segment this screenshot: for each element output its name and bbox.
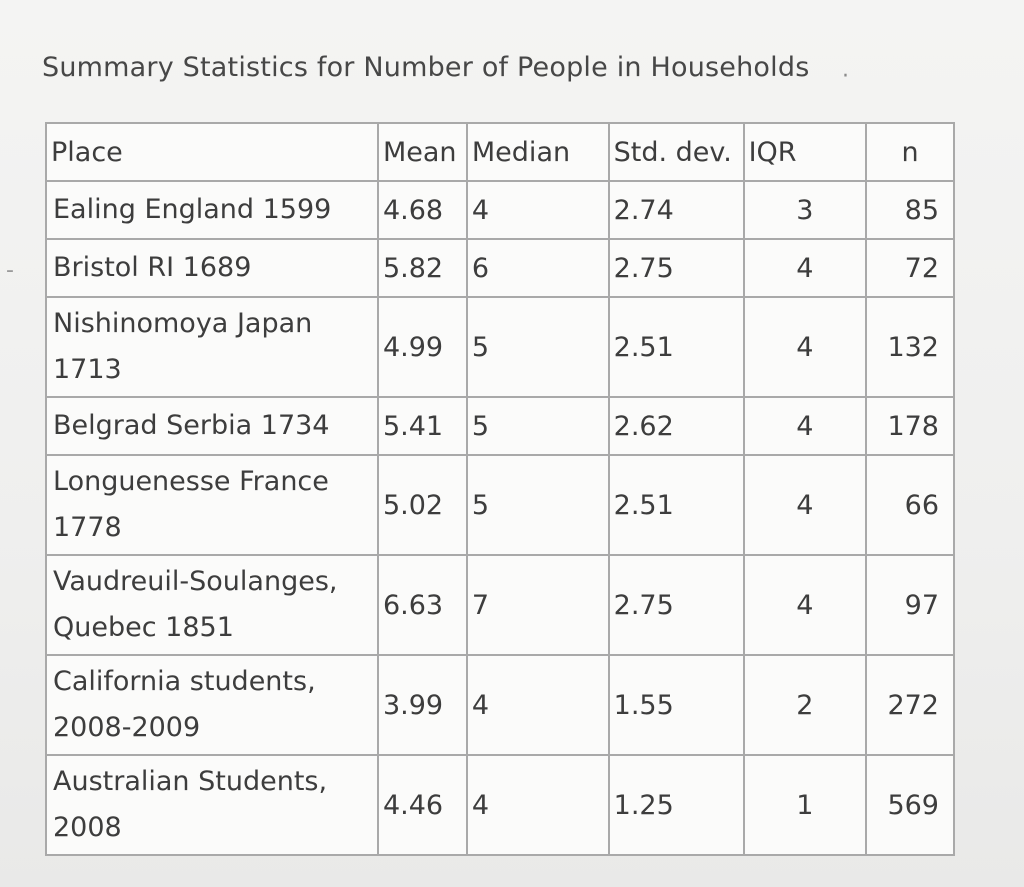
cell-std-dev: 1.55 xyxy=(607,654,745,756)
cell-n: 72 xyxy=(865,238,955,298)
cell-std-dev: 2.62 xyxy=(607,396,745,456)
cell-place: Vaudreuil-Soulanges, Quebec 1851 xyxy=(45,554,379,656)
cell-iqr: 1 xyxy=(742,754,868,856)
cell-median: 4 xyxy=(465,180,610,240)
stray-dot-mark: · xyxy=(842,64,849,89)
cell-place: Nishinomoya Japan 1713 xyxy=(45,296,379,398)
cell-place: California students, 2008-2009 xyxy=(45,654,379,756)
cell-median: 6 xyxy=(465,238,610,298)
page-title: Summary Statistics for Number of People … xyxy=(42,52,810,83)
cell-median: 4 xyxy=(465,754,610,856)
cell-n: 132 xyxy=(865,296,955,398)
cell-n: 272 xyxy=(865,654,955,756)
table-row: Bristol RI 1689 5.82 6 2.75 4 72 xyxy=(45,238,955,298)
header-n: n xyxy=(865,122,955,182)
cell-mean: 5.82 xyxy=(376,238,468,298)
header-std-dev: Std. dev. xyxy=(607,122,745,182)
cell-n: 97 xyxy=(865,554,955,656)
table-row: Ealing England 1599 4.68 4 2.74 3 85 xyxy=(45,180,955,240)
cell-place: Longuenesse France 1778 xyxy=(45,454,379,556)
cell-mean: 4.68 xyxy=(376,180,468,240)
cell-place: Ealing England 1599 xyxy=(45,180,379,240)
cell-n: 178 xyxy=(865,396,955,456)
table-row: California students, 2008-2009 3.99 4 1.… xyxy=(45,654,955,756)
cell-std-dev: 2.51 xyxy=(607,296,745,398)
cell-place: Bristol RI 1689 xyxy=(45,238,379,298)
cell-median: 5 xyxy=(465,396,610,456)
table-row: Nishinomoya Japan 1713 4.99 5 2.51 4 132 xyxy=(45,296,955,398)
cell-median: 5 xyxy=(465,296,610,398)
cell-iqr: 4 xyxy=(742,238,868,298)
cell-n: 569 xyxy=(865,754,955,856)
stray-dash-mark: - xyxy=(6,258,14,283)
header-iqr: IQR xyxy=(742,122,868,182)
cell-iqr: 4 xyxy=(742,454,868,556)
cell-iqr: 3 xyxy=(742,180,868,240)
cell-mean: 4.46 xyxy=(376,754,468,856)
cell-iqr: 4 xyxy=(742,296,868,398)
cell-median: 5 xyxy=(465,454,610,556)
cell-n: 85 xyxy=(865,180,955,240)
header-place: Place xyxy=(45,122,379,182)
cell-iqr: 4 xyxy=(742,554,868,656)
cell-mean: 5.41 xyxy=(376,396,468,456)
table-header-row: Place Mean Median Std. dev. IQR n xyxy=(45,122,955,182)
cell-place: Australian Students, 2008 xyxy=(45,754,379,856)
table-row: Belgrad Serbia 1734 5.41 5 2.62 4 178 xyxy=(45,396,955,456)
cell-std-dev: 2.75 xyxy=(607,238,745,298)
cell-std-dev: 2.74 xyxy=(607,180,745,240)
summary-statistics-table: Place Mean Median Std. dev. IQR n Ealing… xyxy=(45,122,955,856)
cell-std-dev: 1.25 xyxy=(607,754,745,856)
cell-place: Belgrad Serbia 1734 xyxy=(45,396,379,456)
cell-mean: 5.02 xyxy=(376,454,468,556)
cell-std-dev: 2.75 xyxy=(607,554,745,656)
cell-median: 7 xyxy=(465,554,610,656)
cell-mean: 3.99 xyxy=(376,654,468,756)
table-row: Longuenesse France 1778 5.02 5 2.51 4 66 xyxy=(45,454,955,556)
cell-median: 4 xyxy=(465,654,610,756)
cell-mean: 6.63 xyxy=(376,554,468,656)
cell-n: 66 xyxy=(865,454,955,556)
cell-iqr: 2 xyxy=(742,654,868,756)
header-mean: Mean xyxy=(376,122,468,182)
cell-iqr: 4 xyxy=(742,396,868,456)
header-median: Median xyxy=(465,122,610,182)
table-row: Vaudreuil-Soulanges, Quebec 1851 6.63 7 … xyxy=(45,554,955,656)
cell-std-dev: 2.51 xyxy=(607,454,745,556)
table-row: Australian Students, 2008 4.46 4 1.25 1 … xyxy=(45,754,955,856)
cell-mean: 4.99 xyxy=(376,296,468,398)
